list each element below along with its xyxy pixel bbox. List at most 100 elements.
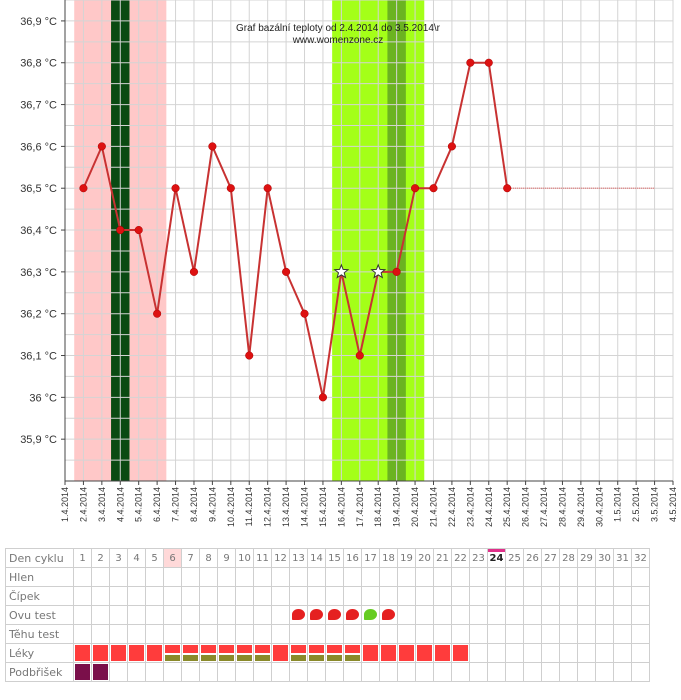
ovu-test-marker (310, 609, 323, 620)
day-number: 12 (271, 548, 290, 568)
data-point (263, 184, 272, 193)
data-point (171, 184, 180, 193)
table-cell (73, 567, 92, 587)
table-cell (217, 624, 236, 644)
ovu-test-marker (328, 609, 341, 620)
table-cell (163, 567, 182, 587)
medication-marker (255, 645, 270, 653)
row-label: Čípek (5, 586, 74, 606)
data-point (79, 184, 88, 193)
day-number: 2 (91, 548, 110, 568)
table-cell (217, 662, 236, 682)
table-cell (397, 643, 416, 663)
x-tick-label: 7.4.2014 (171, 487, 181, 522)
table-cell (271, 605, 290, 625)
table-cell (145, 586, 164, 606)
medication-marker (435, 645, 450, 661)
medication-marker (273, 645, 288, 661)
data-point (97, 142, 106, 151)
table-cell (559, 662, 578, 682)
table-cell (631, 624, 650, 644)
x-tick-label: 6.4.2014 (152, 487, 162, 522)
x-tick-label: 28.4.2014 (557, 487, 567, 527)
day-number: 21 (433, 548, 452, 568)
x-tick-label: 30.4.2014 (594, 487, 604, 527)
medication-secondary-marker (237, 655, 252, 661)
x-tick-label: 15.4.2014 (318, 487, 328, 527)
table-cell (379, 586, 398, 606)
table-cell (217, 586, 236, 606)
day-number: 9 (217, 548, 236, 568)
day-number: 26 (523, 548, 542, 568)
table-cell (163, 586, 182, 606)
table-cell (109, 643, 128, 663)
x-tick-label: 22.4.2014 (447, 487, 457, 527)
data-point (226, 184, 235, 193)
table-cell (307, 605, 326, 625)
table-cell (181, 643, 200, 663)
data-point (116, 225, 125, 235)
table-cell (487, 662, 506, 682)
table-cell (325, 662, 344, 682)
data-point (153, 309, 162, 318)
table-cell (181, 662, 200, 682)
day-number: 11 (253, 548, 272, 568)
day-number: 16 (343, 548, 362, 568)
table-row: Hlen (5, 567, 650, 587)
x-tick-label: 10.4.2014 (226, 487, 236, 527)
y-tick-label: 36,9 °C (20, 16, 57, 28)
table-cell (523, 643, 542, 663)
medication-secondary-marker (201, 655, 216, 661)
table-cell (595, 662, 614, 682)
data-point (245, 351, 254, 360)
day-number: 24 (487, 548, 506, 568)
medication-secondary-marker (309, 655, 324, 661)
table-cell (523, 624, 542, 644)
y-tick-label: 36,6 °C (20, 141, 57, 153)
day-number: 23 (469, 548, 488, 568)
chart-title-block: Graf bazální teploty od 2.4.2014 do 3.5.… (236, 23, 441, 46)
table-row: Ovu test (5, 605, 650, 625)
medication-marker (381, 645, 396, 661)
medication-marker (183, 645, 198, 653)
table-cell (415, 643, 434, 663)
table-cell (487, 605, 506, 625)
table-cell (469, 605, 488, 625)
table-cell (541, 624, 560, 644)
table-cell (415, 662, 434, 682)
table-cell (163, 605, 182, 625)
table-cell (379, 624, 398, 644)
table-cell (307, 662, 326, 682)
table-cell (127, 586, 146, 606)
table-cell (451, 624, 470, 644)
table-cell (145, 643, 164, 663)
x-tick-label: 20.4.2014 (410, 487, 420, 527)
table-cell (145, 605, 164, 625)
medication-marker (237, 645, 252, 653)
x-tick-label: 24.4.2014 (484, 487, 494, 527)
table-cell (253, 586, 272, 606)
table-cell (613, 586, 632, 606)
day-number: 10 (235, 548, 254, 568)
day-number: 32 (631, 548, 650, 568)
cycle-table: Den cyklu 1 2 3 4 5 6 7 8 9 10 11 12 13 14 15 16 17 18 19 20… (5, 548, 650, 682)
ovu-test-marker (382, 609, 395, 620)
day-number: 27 (541, 548, 560, 568)
data-point (300, 309, 309, 318)
table-cell (559, 567, 578, 587)
table-cell (253, 624, 272, 644)
day-number: 30 (595, 548, 614, 568)
medication-marker (417, 645, 432, 661)
data-point (189, 267, 199, 276)
table-cell (469, 662, 488, 682)
table-cell (487, 643, 506, 663)
table-cell (109, 605, 128, 625)
table-cell (451, 662, 470, 682)
table-cell (91, 662, 110, 682)
day-number: 18 (379, 548, 398, 568)
table-cell (451, 643, 470, 663)
table-cell (271, 662, 290, 682)
day-number: 29 (577, 548, 596, 568)
chart-series (79, 58, 655, 402)
table-cell (541, 662, 560, 682)
